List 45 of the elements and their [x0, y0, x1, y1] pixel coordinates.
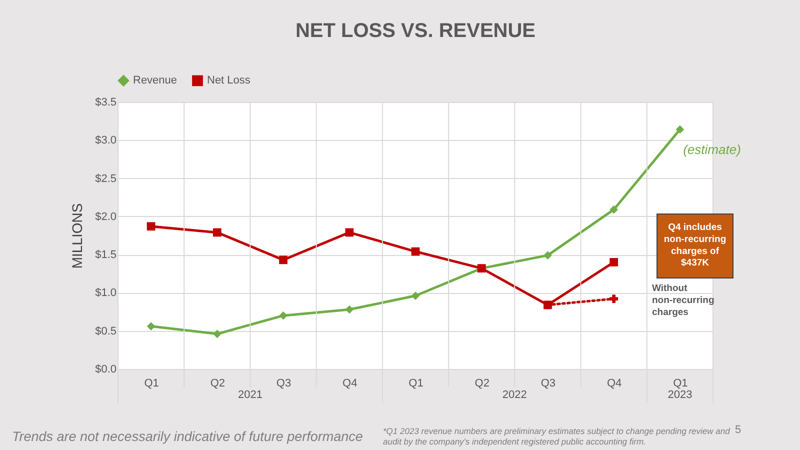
point: [411, 247, 420, 256]
x-tick-label: Q1: [144, 378, 159, 390]
annotation: Without non-recurring charges: [652, 283, 714, 318]
x-tick-label: Q3: [276, 378, 292, 390]
legend-label: Revenue: [133, 74, 178, 87]
y-tick-label: $0.0: [95, 364, 116, 376]
y-tick-label: $1.0: [95, 287, 116, 300]
text: 2022: [502, 389, 527, 401]
y-tick-label: $3.5: [95, 96, 116, 108]
annotation: (estimate): [683, 142, 741, 157]
y-tick-label: $2.5: [95, 172, 116, 185]
x-tick-label: Q2: [474, 378, 490, 390]
chart-title: NET LOSS VS. REVENUE: [295, 20, 536, 42]
text: 2021: [238, 389, 262, 401]
point: [212, 228, 222, 237]
point: [411, 292, 420, 300]
y-tick-label: $3.0: [95, 134, 116, 147]
point: [146, 222, 156, 231]
point: [146, 322, 156, 330]
text: *Q1 2023 revenue numbers are preliminary estimates subject to change pending review and audit by the company's independent registered public accounting firm.: [383, 426, 730, 447]
x-tick-label: Q4: [606, 378, 622, 390]
y-tick-label: $2.0: [95, 210, 116, 223]
y-tick-label: $0.5: [95, 325, 116, 338]
legend-label: Net Loss: [207, 74, 251, 87]
point: [279, 256, 288, 264]
text: 2023: [668, 389, 692, 401]
point: [345, 305, 354, 314]
annotation: Q4 includes non-recurring charges of $437K: [664, 222, 726, 269]
point: [345, 228, 354, 237]
point: [279, 311, 288, 320]
x-tick-label: Q2: [210, 378, 226, 390]
point: [610, 294, 618, 303]
point: [212, 330, 222, 338]
x-tick-label: Q1: [673, 378, 688, 390]
y-axis-title: MILLIONS: [69, 203, 86, 269]
x-tick-label: Q4: [342, 378, 358, 390]
point: [544, 251, 552, 260]
text: Trends are not necessarily indicative of future performance: [12, 429, 363, 444]
text: 5: [735, 424, 742, 436]
x-tick-label: Q3: [540, 378, 556, 390]
x-tick-label: Q1: [408, 378, 424, 390]
point: [610, 205, 618, 214]
point: [610, 258, 618, 266]
y-tick-label: $1.5: [95, 249, 116, 262]
point: [676, 125, 684, 134]
